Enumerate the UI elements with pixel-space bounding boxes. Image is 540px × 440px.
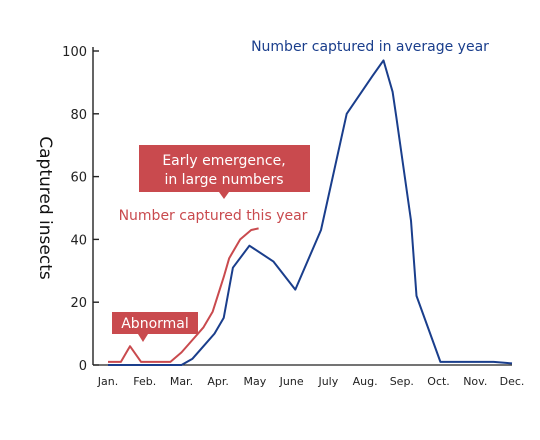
y-tick-label: 80 <box>70 108 87 123</box>
chart-series <box>108 59 513 366</box>
x-tick-label: Jan. <box>97 375 118 388</box>
callout-early-emergence <box>139 145 310 199</box>
y-tick-label: 0 <box>79 359 87 374</box>
series-label-average-year: Number captured in average year <box>251 39 489 55</box>
series-label-this-year: Number captured this year <box>119 208 308 224</box>
x-tick-label: Dec. <box>500 375 525 388</box>
x-tick-label: Oct. <box>427 375 450 388</box>
chart-axes: 0 20 40 60 80 100 Jan. Feb. Mar. Apr. May June July A… <box>35 45 524 388</box>
chart-labels: Number captured in average year Number ca… <box>112 39 489 342</box>
y-tick-label: 20 <box>70 296 87 311</box>
x-tick-label: Apr. <box>207 375 229 388</box>
y-tick-label: 60 <box>70 171 87 186</box>
x-tick-label: Aug. <box>353 375 378 388</box>
callout-early-emergence-text: in large numbers <box>164 172 283 188</box>
callout-abnormal <box>112 312 198 342</box>
x-tick-label: July <box>317 375 338 388</box>
callout-abnormal-text: Abnormal <box>121 316 189 332</box>
callout-early-emergence-text: Early emergence, <box>162 153 285 169</box>
x-tick-label: May <box>244 375 267 388</box>
x-tick-label: Feb. <box>133 375 156 388</box>
y-axis-label: Captured insects <box>35 136 55 280</box>
series-line <box>108 227 259 363</box>
x-tick-label: Sep. <box>390 375 414 388</box>
x-tick-label: June <box>279 375 304 388</box>
x-tick-label: Mar. <box>170 375 193 388</box>
y-tick-label: 40 <box>70 233 87 248</box>
x-tick-label: Nov. <box>463 375 487 388</box>
y-tick-label: 100 <box>62 45 87 60</box>
series-line <box>108 59 513 366</box>
